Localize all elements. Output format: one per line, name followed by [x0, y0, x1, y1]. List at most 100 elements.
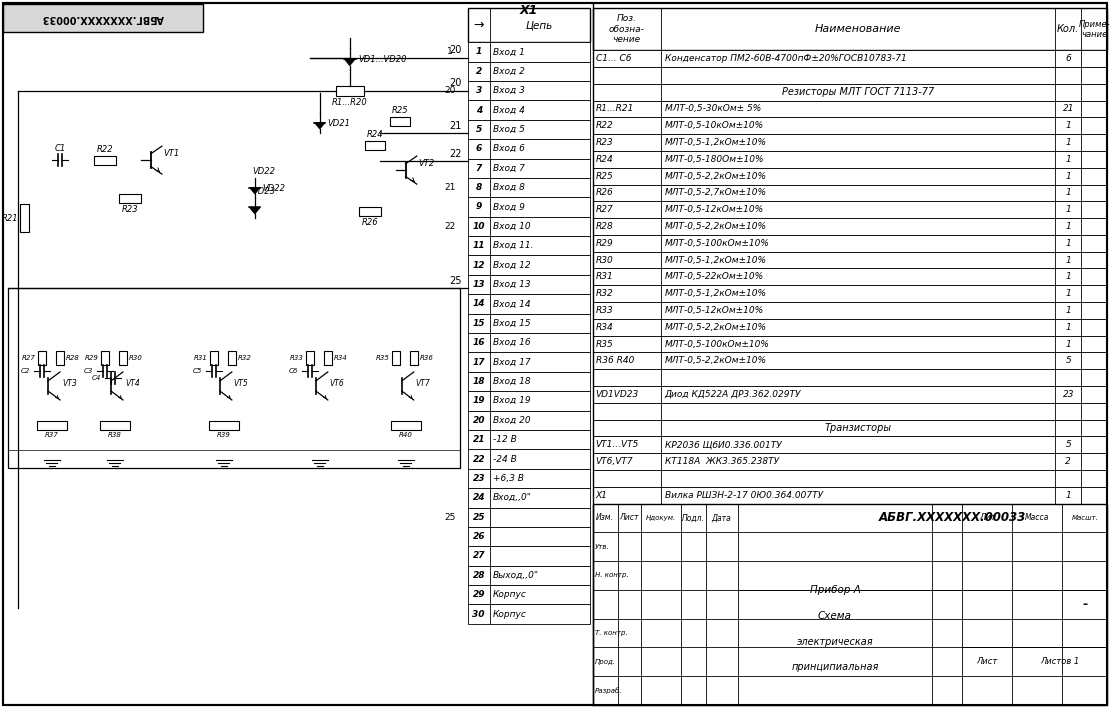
Text: R31: R31	[194, 355, 208, 361]
Text: 1: 1	[1065, 306, 1071, 315]
Text: Разраб.: Разраб.	[594, 687, 622, 694]
Text: МЛТ-0,5-12кОм±10%: МЛТ-0,5-12кОм±10%	[664, 205, 763, 215]
Bar	[592, 268, 1108, 285]
Text: R32: R32	[238, 355, 252, 361]
Text: 1: 1	[1065, 491, 1071, 500]
Text: Вход 11.: Вход 11.	[492, 241, 533, 250]
Text: Утв.: Утв.	[594, 544, 609, 549]
Text: Т. контр.: Т. контр.	[594, 630, 628, 636]
Text: VT6,VT7: VT6,VT7	[595, 457, 633, 466]
Text: 20: 20	[472, 416, 484, 425]
Polygon shape	[343, 59, 356, 66]
Text: 30: 30	[472, 610, 484, 619]
Text: R30: R30	[595, 256, 613, 265]
Text: 27: 27	[472, 552, 484, 561]
Bar	[468, 217, 590, 236]
Bar	[592, 486, 1108, 503]
Text: Корпус: Корпус	[492, 610, 527, 619]
Bar	[468, 101, 590, 120]
Text: Лит: Лит	[979, 513, 995, 523]
Bar	[592, 134, 1108, 151]
Text: Схема: Схема	[818, 610, 852, 621]
Text: Вход 9: Вход 9	[492, 202, 524, 212]
Bar	[592, 285, 1108, 302]
Text: VT1...VT5: VT1...VT5	[595, 440, 639, 450]
Bar	[592, 353, 1108, 369]
Text: 21: 21	[1062, 105, 1074, 113]
Bar	[119, 193, 141, 202]
Bar	[364, 141, 384, 149]
Text: Вход,,0": Вход,,0"	[492, 493, 531, 502]
Text: МЛТ-0,5-22кОм±10%: МЛТ-0,5-22кОм±10%	[664, 273, 763, 281]
Text: 25: 25	[472, 513, 484, 522]
Bar	[468, 159, 590, 178]
Text: 15: 15	[472, 319, 484, 328]
Text: 1: 1	[1065, 121, 1071, 130]
Text: Вход 2: Вход 2	[492, 67, 524, 76]
Text: Вход 13: Вход 13	[492, 280, 530, 289]
Bar	[468, 275, 590, 295]
Text: R37: R37	[46, 433, 59, 438]
Text: R31: R31	[595, 273, 613, 281]
Text: Корпус: Корпус	[492, 590, 527, 599]
Text: VT6: VT6	[330, 379, 344, 389]
Bar	[592, 403, 1108, 420]
Text: МЛТ-0,5-2,2кОм±10%: МЛТ-0,5-2,2кОм±10%	[664, 356, 767, 365]
Text: МЛТ-0,5-2,7кОм±10%: МЛТ-0,5-2,7кОм±10%	[664, 188, 767, 198]
Text: 11: 11	[472, 241, 484, 250]
Text: 6: 6	[1065, 54, 1071, 63]
Text: VT5: VT5	[233, 379, 249, 389]
Text: 2: 2	[476, 67, 482, 76]
Text: R28: R28	[595, 222, 613, 231]
Text: Вход 17: Вход 17	[492, 358, 530, 367]
Text: МЛТ-0,5-1,2кОм±10%: МЛТ-0,5-1,2кОм±10%	[664, 256, 767, 265]
Text: Резисторы МЛТ ГОСТ 7113-77: Резисторы МЛТ ГОСТ 7113-77	[782, 87, 934, 97]
Text: 8: 8	[476, 183, 482, 192]
Text: МЛТ-0,5-100кОм±10%: МЛТ-0,5-100кОм±10%	[664, 340, 770, 348]
Text: VD22: VD22	[253, 167, 276, 176]
Bar	[468, 372, 590, 392]
Text: Цепь: Цепь	[526, 21, 553, 30]
Bar	[468, 333, 590, 353]
Text: КР2036 ЩбИ0.336.001ТУ: КР2036 ЩбИ0.336.001ТУ	[664, 440, 781, 450]
Text: 5: 5	[1065, 440, 1071, 450]
Text: 1: 1	[1065, 239, 1071, 248]
Text: R33: R33	[290, 355, 303, 361]
Text: 22: 22	[472, 455, 484, 464]
Text: R27: R27	[595, 205, 613, 215]
Text: Лист: Лист	[619, 513, 639, 523]
Bar	[468, 295, 590, 314]
Text: →: →	[473, 18, 484, 32]
Bar	[468, 139, 590, 159]
Text: Вход 1: Вход 1	[492, 47, 524, 57]
Bar	[468, 42, 590, 62]
Bar	[336, 86, 363, 96]
Text: VD23: VD23	[253, 187, 276, 196]
Text: C5: C5	[192, 368, 202, 374]
Text: Вход 19: Вход 19	[492, 396, 530, 406]
Bar	[468, 566, 590, 585]
Text: R22: R22	[595, 121, 613, 130]
Text: 1: 1	[1065, 273, 1071, 281]
Bar	[592, 336, 1108, 353]
Text: R40: R40	[399, 433, 412, 438]
Bar	[592, 118, 1108, 134]
Text: 3: 3	[476, 86, 482, 95]
Bar	[592, 503, 1108, 704]
Text: Изм.: Изм.	[597, 513, 614, 523]
Text: Дата: Дата	[712, 513, 731, 523]
Text: VT3: VT3	[62, 379, 77, 389]
Text: VT7: VT7	[416, 379, 430, 389]
Bar	[468, 450, 590, 469]
Bar	[228, 351, 236, 365]
Text: R26: R26	[595, 188, 613, 198]
Text: R24: R24	[595, 155, 613, 164]
Bar	[592, 386, 1108, 403]
Text: 1: 1	[1065, 289, 1071, 298]
Text: 21: 21	[444, 183, 456, 192]
Text: МЛТ-0,5-2,2кОм±10%: МЛТ-0,5-2,2кОм±10%	[664, 222, 767, 231]
Text: 25: 25	[450, 276, 462, 286]
Text: Вход 4: Вход 4	[492, 105, 524, 115]
Text: Ндокум.: Ндокум.	[645, 515, 675, 521]
Text: Кол.: Кол.	[1058, 24, 1080, 34]
